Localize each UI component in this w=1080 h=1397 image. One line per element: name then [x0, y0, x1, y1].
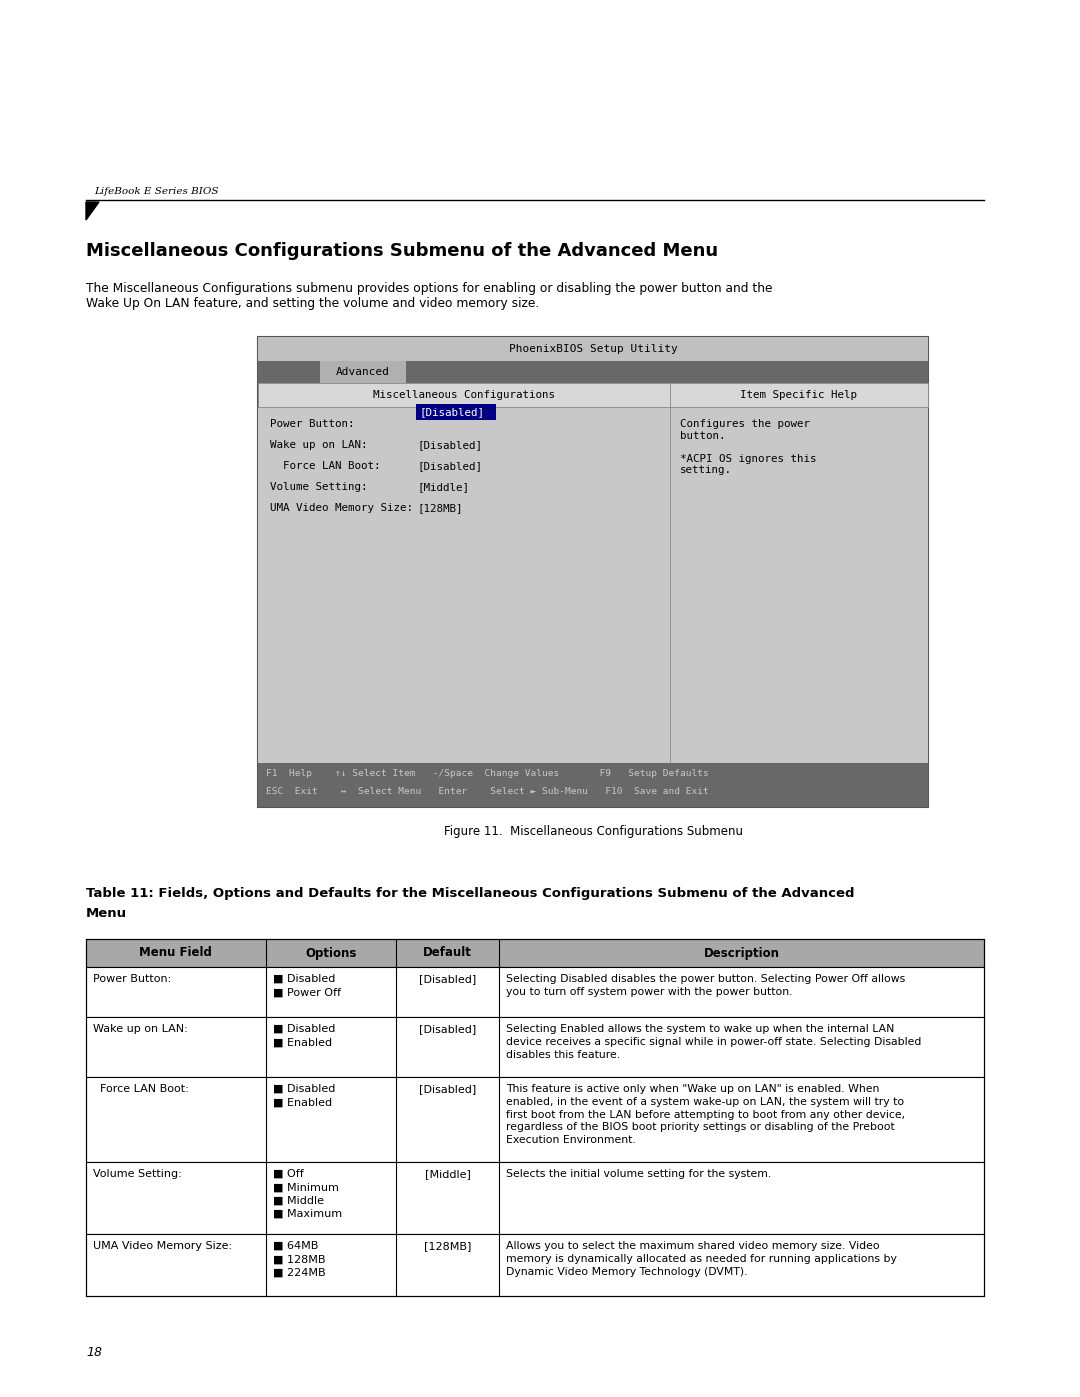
- Text: Volume Setting:: Volume Setting:: [270, 482, 367, 492]
- Polygon shape: [86, 203, 99, 219]
- Text: Miscellaneous Configurations Submenu of the Advanced Menu: Miscellaneous Configurations Submenu of …: [86, 242, 718, 260]
- Text: [Middle]: [Middle]: [418, 482, 470, 492]
- FancyBboxPatch shape: [86, 1162, 984, 1234]
- Text: Advanced: Advanced: [336, 367, 390, 377]
- FancyBboxPatch shape: [258, 337, 928, 807]
- Text: Force LAN Boot:: Force LAN Boot:: [93, 1084, 189, 1094]
- Text: Power Button:: Power Button:: [93, 974, 172, 983]
- Text: ■ 64MB
■ 128MB
■ 224MB: ■ 64MB ■ 128MB ■ 224MB: [272, 1241, 325, 1277]
- FancyBboxPatch shape: [258, 763, 928, 807]
- FancyBboxPatch shape: [258, 360, 928, 383]
- Text: Description: Description: [703, 947, 780, 960]
- Text: ■ Disabled
■ Power Off: ■ Disabled ■ Power Off: [272, 974, 340, 997]
- Text: Configures the power
button.

*ACPI OS ignores this
setting.: Configures the power button. *ACPI OS ig…: [680, 419, 816, 475]
- Text: ■ Off
■ Minimum
■ Middle
■ Maximum: ■ Off ■ Minimum ■ Middle ■ Maximum: [272, 1169, 341, 1218]
- FancyBboxPatch shape: [86, 1234, 984, 1296]
- Text: PhoenixBIOS Setup Utility: PhoenixBIOS Setup Utility: [509, 344, 677, 353]
- Text: UMA Video Memory Size:: UMA Video Memory Size:: [93, 1241, 232, 1250]
- Text: Figure 11.  Miscellaneous Configurations Submenu: Figure 11. Miscellaneous Configurations …: [444, 826, 743, 838]
- Text: ESC  Exit    ↔  Select Menu   Enter    Select ► Sub-Menu   F10  Save and Exit: ESC Exit ↔ Select Menu Enter Select ► Su…: [266, 788, 708, 796]
- Text: F1  Help    ↑↓ Select Item   -/Space  Change Values       F9   Setup Defaults: F1 Help ↑↓ Select Item -/Space Change Va…: [266, 770, 708, 778]
- Text: Default: Default: [423, 947, 472, 960]
- Text: [Disabled]: [Disabled]: [419, 1024, 476, 1034]
- Text: This feature is active only when "Wake up on LAN" is enabled. When
enabled, in t: This feature is active only when "Wake u…: [507, 1084, 905, 1146]
- Text: Wake up on LAN:: Wake up on LAN:: [93, 1024, 188, 1034]
- Text: [Disabled]: [Disabled]: [419, 1084, 476, 1094]
- Text: [128MB]: [128MB]: [423, 1241, 471, 1250]
- Text: Selects the initial volume setting for the system.: Selects the initial volume setting for t…: [507, 1169, 771, 1179]
- FancyBboxPatch shape: [258, 407, 928, 763]
- Text: [Disabled]: [Disabled]: [418, 440, 483, 450]
- FancyBboxPatch shape: [86, 939, 984, 967]
- Text: Force LAN Boot:: Force LAN Boot:: [270, 461, 380, 471]
- Text: Wake up on LAN:: Wake up on LAN:: [270, 440, 367, 450]
- Text: LifeBook E Series BIOS: LifeBook E Series BIOS: [94, 187, 218, 196]
- FancyBboxPatch shape: [86, 1017, 984, 1077]
- Text: 18: 18: [86, 1345, 102, 1359]
- Text: Allows you to select the maximum shared video memory size. Video
memory is dynam: Allows you to select the maximum shared …: [507, 1241, 897, 1277]
- Text: Power Button:: Power Button:: [270, 419, 354, 429]
- Text: Item Specific Help: Item Specific Help: [741, 390, 858, 400]
- Text: Options: Options: [305, 947, 356, 960]
- Text: The Miscellaneous Configurations submenu provides options for enabling or disabl: The Miscellaneous Configurations submenu…: [86, 282, 772, 310]
- Text: ■ Disabled
■ Enabled: ■ Disabled ■ Enabled: [272, 1084, 335, 1108]
- Text: [Disabled]: [Disabled]: [419, 974, 476, 983]
- Text: Selecting Disabled disables the power button. Selecting Power Off allows
you to : Selecting Disabled disables the power bu…: [507, 974, 905, 997]
- Text: [Disabled]: [Disabled]: [418, 461, 483, 471]
- Text: [Disabled]: [Disabled]: [420, 407, 485, 416]
- Text: UMA Video Memory Size:: UMA Video Memory Size:: [270, 503, 413, 513]
- FancyBboxPatch shape: [86, 1077, 984, 1162]
- Text: [128MB]: [128MB]: [418, 503, 463, 513]
- Text: Miscellaneous Configurations: Miscellaneous Configurations: [373, 390, 555, 400]
- FancyBboxPatch shape: [416, 404, 496, 420]
- Text: Table 11: Fields, Options and Defaults for the Miscellaneous Configurations Subm: Table 11: Fields, Options and Defaults f…: [86, 887, 854, 900]
- Text: ■ Disabled
■ Enabled: ■ Disabled ■ Enabled: [272, 1024, 335, 1048]
- Text: Volume Setting:: Volume Setting:: [93, 1169, 181, 1179]
- FancyBboxPatch shape: [86, 967, 984, 1017]
- FancyBboxPatch shape: [258, 383, 928, 407]
- Text: Selecting Enabled allows the system to wake up when the internal LAN
device rece: Selecting Enabled allows the system to w…: [507, 1024, 921, 1059]
- Text: Menu: Menu: [86, 907, 127, 921]
- FancyBboxPatch shape: [258, 337, 928, 360]
- Text: [Middle]: [Middle]: [424, 1169, 471, 1179]
- Text: Menu Field: Menu Field: [139, 947, 213, 960]
- FancyBboxPatch shape: [320, 360, 406, 383]
